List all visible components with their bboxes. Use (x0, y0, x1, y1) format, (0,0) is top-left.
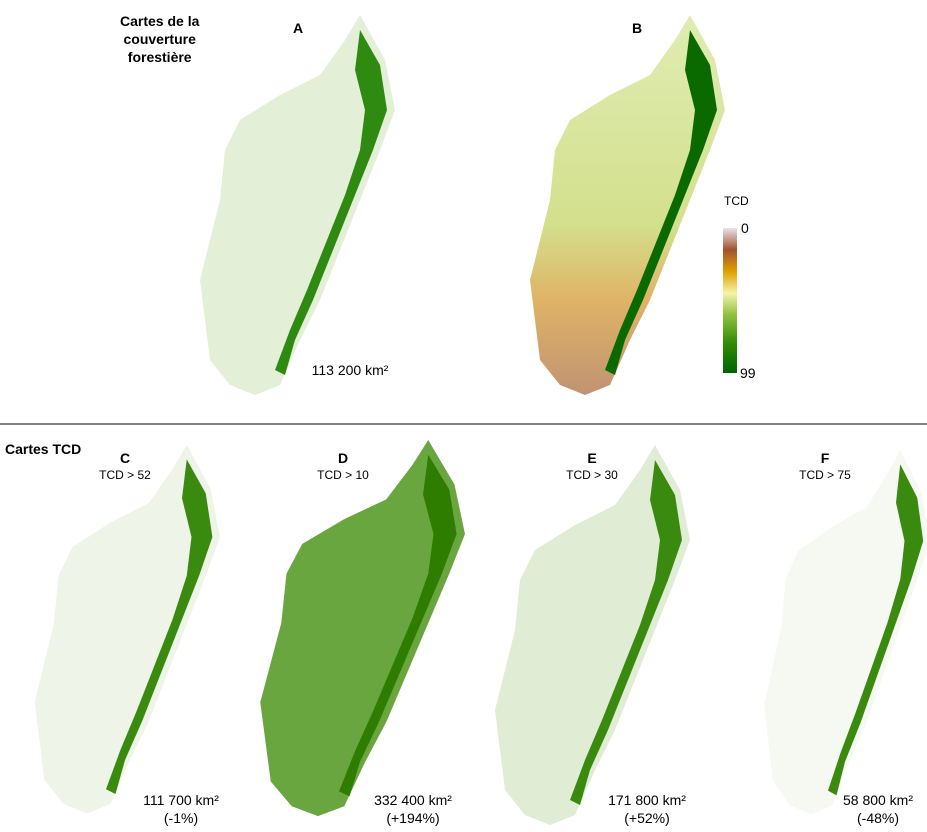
area-label: 111 700 km² (143, 792, 219, 808)
top-title: Cartes de la couverture forestière (120, 12, 199, 66)
legend-max: 99 (740, 365, 756, 381)
area-label: 171 800 km² (608, 792, 686, 808)
map-f (764, 449, 927, 815)
panel-label: E (587, 450, 597, 466)
panel-label: F (820, 450, 830, 466)
panel-label: B (631, 20, 643, 36)
change-label: (+52%) (624, 810, 670, 826)
threshold: TCD > 75 (799, 468, 851, 482)
threshold: TCD > 52 (99, 468, 151, 482)
bottom-title: Cartes TCD (5, 441, 82, 457)
panel-label: D (337, 450, 349, 466)
panel-label: A (292, 20, 304, 36)
threshold: TCD > 10 (317, 468, 369, 482)
change-label: (-1%) (163, 810, 199, 826)
area-label: 58 800 km² (842, 792, 914, 808)
map-a (200, 15, 395, 395)
area-label: 332 400 km² (374, 792, 452, 808)
threshold: TCD > 30 (566, 468, 618, 482)
area-label: 113 200 km² (311, 362, 389, 378)
map-b (530, 15, 725, 395)
title-line: couverture (123, 31, 196, 47)
change-label: (-48%) (856, 810, 900, 826)
change-label: (+194%) (386, 810, 440, 826)
panel-label: C (119, 450, 131, 466)
map-d (260, 439, 465, 817)
legend-min: 0 (741, 220, 749, 236)
title-line: Cartes de la (120, 13, 200, 29)
map-e (495, 445, 690, 825)
legend-title: TCD (724, 194, 749, 208)
color-bar (723, 228, 737, 373)
title-line: forestière (127, 49, 192, 65)
map-c (34, 444, 221, 814)
